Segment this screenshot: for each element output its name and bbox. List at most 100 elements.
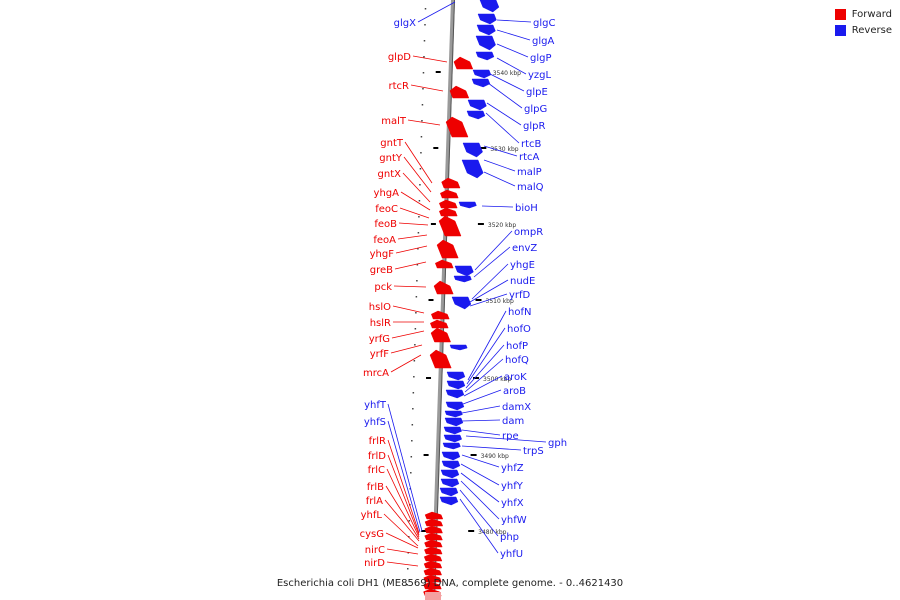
- label-connector: [387, 403, 423, 532]
- legend-reverse: Reverse: [834, 24, 892, 37]
- forward-gene: [436, 239, 459, 259]
- reverse-gene-label: hofQ: [505, 355, 529, 366]
- label-connector: [474, 230, 513, 271]
- forward-gene-label: frlR: [369, 436, 386, 447]
- label-connector: [486, 102, 522, 126]
- reverse-gene: [471, 78, 491, 88]
- reverse-gene: [475, 35, 496, 51]
- forward-gene-label: frlB: [367, 482, 384, 493]
- axis-dot: [413, 360, 416, 362]
- label-connector: [496, 57, 527, 75]
- legend-reverse-label: Reverse: [851, 25, 892, 36]
- axis-dot: [414, 344, 416, 346]
- axis-dot: [422, 88, 424, 90]
- forward-gene: [438, 215, 462, 237]
- forward-gene-label: feoB: [374, 219, 397, 230]
- forward-gene-label: glgX: [394, 18, 416, 29]
- reverse-gene-label: glpE: [526, 87, 548, 98]
- reverse-swatch: [834, 25, 846, 36]
- axis-dot: [420, 152, 422, 154]
- forward-gene-label: frlD: [368, 451, 386, 462]
- forward-gene-label: feoA: [373, 235, 396, 246]
- reverse-gene-label: yhfU: [500, 549, 523, 560]
- label-connector: [460, 463, 500, 486]
- axis-dot: [412, 408, 414, 410]
- reverse-gene-label: dam: [502, 416, 524, 427]
- label-connector: [383, 513, 419, 547]
- label-connector: [459, 489, 499, 537]
- forward-gene: [441, 177, 461, 189]
- reverse-gene: [446, 371, 466, 381]
- axis-dot: [421, 120, 423, 122]
- label-connector: [384, 499, 420, 542]
- axis-dot: [418, 216, 420, 218]
- reverse-gene: [443, 434, 463, 443]
- forward-gene-label: yhfL: [361, 510, 383, 521]
- axis-dot: [419, 168, 422, 170]
- forward-gene-label: frlC: [368, 465, 385, 476]
- scale-tick: [428, 299, 434, 301]
- label-connector: [466, 327, 506, 385]
- reverse-gene-label: glpG: [524, 104, 547, 115]
- label-connector: [402, 172, 431, 203]
- label-connector: [407, 119, 441, 126]
- reverse-gene: [461, 159, 484, 179]
- label-connector: [417, 1, 456, 23]
- label-connector: [485, 112, 520, 144]
- legend-forward: Forward: [834, 8, 892, 21]
- label-connector: [386, 561, 419, 567]
- label-connector: [386, 468, 420, 538]
- genome-caption: Escherichia coli DH1 (ME8569) DNA, compl…: [276, 578, 624, 589]
- label-connector: [404, 141, 433, 184]
- reverse-gene-label: hofN: [508, 307, 531, 318]
- label-connector: [465, 344, 505, 389]
- axis-dot: [415, 296, 418, 298]
- reverse-gene-label: yhfW: [501, 515, 527, 526]
- forward-gene: [429, 319, 449, 329]
- label-connector: [465, 435, 547, 443]
- axis-dot: [416, 264, 419, 266]
- forward-gene: [453, 56, 474, 70]
- scale-tick: [470, 454, 477, 456]
- label-connector: [412, 55, 448, 63]
- forward-gene: [434, 259, 454, 269]
- scale-tick: [468, 530, 475, 532]
- scale-label: 3510 kbp: [486, 298, 514, 305]
- label-connector: [395, 245, 428, 254]
- reverse-gene-label: glgC: [533, 18, 555, 29]
- reverse-gene-label: ompR: [514, 227, 543, 238]
- forward-gene-label: cysG: [360, 529, 384, 540]
- forward-gene: [433, 280, 454, 295]
- axis-dot: [414, 328, 417, 330]
- forward-gene: [430, 310, 450, 320]
- axis-dot: [416, 280, 418, 282]
- axis-dot: [410, 472, 412, 474]
- scale-label: 3490 kbp: [481, 453, 509, 460]
- reverse-gene-label: trpS: [523, 446, 544, 457]
- label-connector: [460, 480, 500, 520]
- label-connector: [496, 19, 532, 23]
- label-connector: [387, 420, 421, 533]
- reverse-gene: [458, 201, 477, 209]
- axis-dot: [417, 248, 419, 250]
- scale-tick: [426, 377, 432, 379]
- axis-dot: [413, 376, 415, 378]
- axis-dot: [408, 536, 410, 538]
- label-connector: [397, 234, 428, 240]
- label-connector: [469, 293, 508, 307]
- legend-forward-label: Forward: [851, 9, 892, 20]
- label-connector: [399, 207, 430, 219]
- reverse-gene: [453, 275, 472, 283]
- reverse-gene-label: rtcB: [521, 139, 542, 150]
- forward-gene-label: yrfF: [370, 349, 390, 360]
- reverse-gene-label: envZ: [512, 243, 537, 254]
- reverse-gene: [441, 460, 461, 470]
- axis-dot: [417, 232, 420, 234]
- forward-gene-label: yrfG: [369, 334, 390, 345]
- forward-gene-label: mrcA: [363, 368, 389, 379]
- forward-gene: [423, 560, 443, 569]
- reverse-gene-label: hofO: [507, 324, 531, 335]
- reverse-gene: [445, 389, 465, 399]
- reverse-gene-label: rtcA: [519, 152, 540, 163]
- forward-gene: [424, 532, 443, 541]
